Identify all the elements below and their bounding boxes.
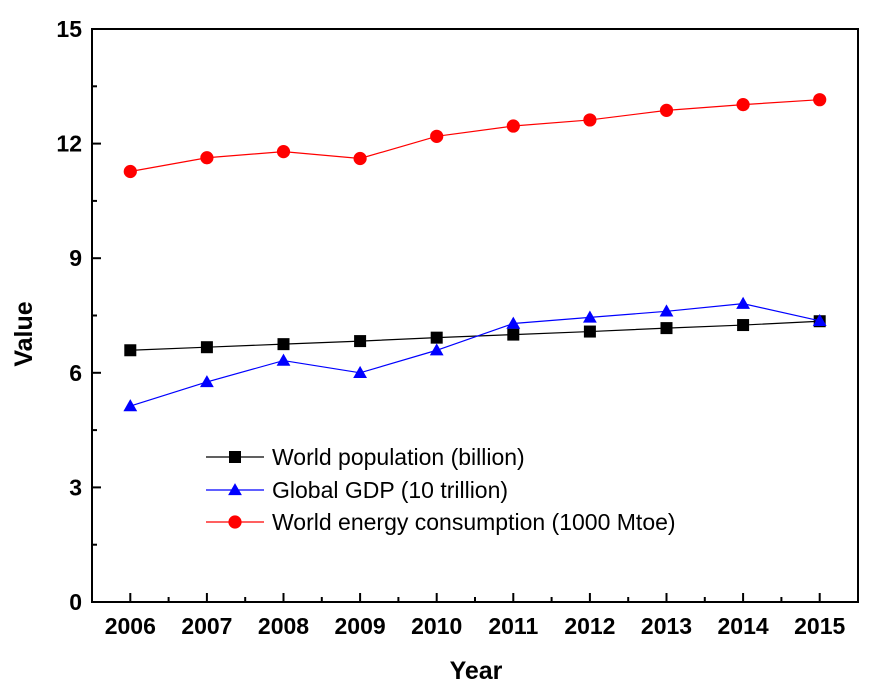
data-point (430, 331, 443, 344)
data-point (277, 338, 290, 351)
legend-label: World population (billion) (272, 444, 525, 470)
x-tick-label: 2013 (641, 613, 692, 639)
y-tick-label: 9 (69, 245, 82, 271)
y-axis-title: Value (10, 301, 38, 366)
data-point (353, 365, 367, 378)
data-point (200, 341, 213, 354)
legend-entry: World energy consumption (1000 Mtoe) (206, 509, 676, 535)
data-point (200, 375, 214, 388)
data-point (276, 353, 291, 366)
series-line (130, 303, 820, 407)
data-point (506, 316, 521, 329)
series-triangle (123, 296, 827, 412)
x-tick-label: 2010 (411, 613, 462, 639)
data-point (200, 151, 214, 165)
x-tick-label: 2014 (718, 613, 769, 639)
data-point (506, 119, 520, 133)
data-point (812, 313, 827, 327)
x-tick-label: 2011 (488, 613, 538, 639)
data-point (583, 113, 597, 127)
data-point (736, 98, 750, 112)
x-tick-label: 2012 (564, 613, 615, 639)
series-circle (123, 93, 827, 179)
legend-entry: Global GDP (10 trillion) (206, 477, 508, 503)
x-axis-title: Year (450, 657, 503, 685)
x-tick-label: 2006 (105, 613, 156, 639)
data-point (659, 103, 674, 117)
y-tick-label: 0 (69, 589, 82, 615)
x-tick-label: 2008 (258, 613, 309, 639)
data-point (583, 325, 596, 338)
data-point (813, 93, 827, 107)
x-tick-label: 2009 (335, 613, 386, 639)
data-point (354, 335, 367, 348)
data-point (430, 129, 444, 143)
legend: World population (billion) Global GDP (10… (206, 444, 676, 535)
legend-label: Global GDP (10 trillion) (272, 477, 508, 503)
legend-label: World energy consumption (1000 Mtoe) (272, 509, 676, 535)
x-tick-label: 2015 (794, 613, 845, 639)
x-tick-label: 2007 (181, 613, 232, 639)
data-point (737, 319, 750, 332)
data-point (123, 399, 138, 412)
series-square (124, 315, 826, 357)
y-tick-label: 15 (56, 16, 82, 42)
series-line (130, 320, 820, 351)
data-point (123, 164, 137, 179)
data-point (276, 145, 291, 159)
data-point (353, 151, 367, 166)
y-tick-label: 3 (69, 474, 82, 500)
data-point (507, 328, 520, 341)
series-line (130, 99, 820, 173)
axes: 0 3 6 9 12 15 2006 2007 2008 2009 2010 2011 2012 2013… (56, 16, 859, 639)
data-point (659, 304, 674, 317)
legend-entry: World population (billion) (206, 444, 525, 470)
series-layer (123, 93, 827, 412)
data-point (583, 310, 597, 323)
legend-marker (228, 483, 242, 496)
data-point (124, 344, 137, 357)
y-tick-label: 6 (69, 360, 82, 386)
data-point (429, 343, 444, 356)
data-point (660, 322, 673, 335)
y-tick-label: 12 (56, 131, 82, 157)
legend-marker (228, 515, 242, 529)
data-point (736, 296, 750, 309)
legend-marker (229, 451, 241, 463)
